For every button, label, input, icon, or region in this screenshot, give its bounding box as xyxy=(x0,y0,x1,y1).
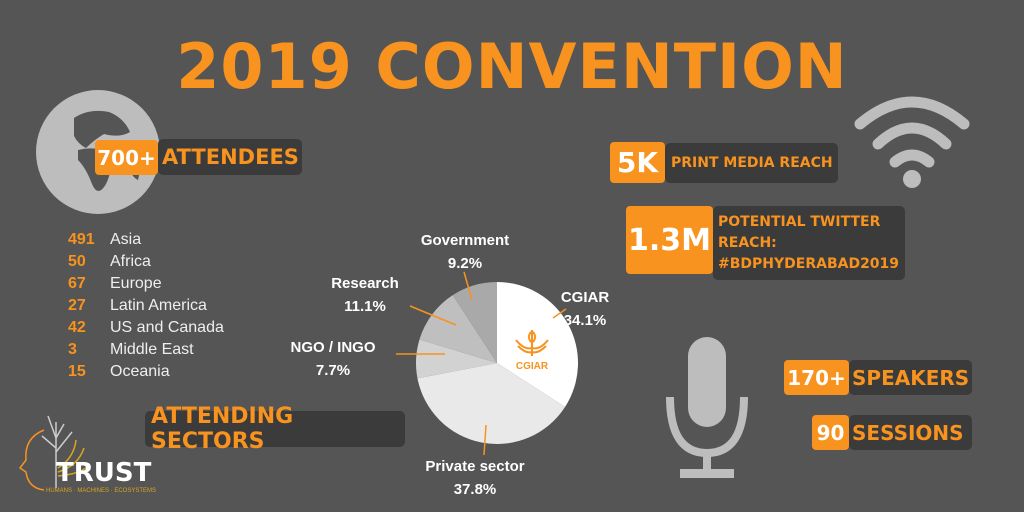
sessions-count: 90 xyxy=(812,415,849,450)
slice-label: Research xyxy=(331,275,399,292)
page-title: 2019 CONVENTION xyxy=(176,30,848,103)
twitter-reach-value: 1.3M xyxy=(626,206,713,274)
cgiar-wheat-icon xyxy=(515,330,549,356)
sessions-label: SESSIONS xyxy=(849,415,972,450)
region-name: Middle East xyxy=(110,341,194,358)
region-name: Europe xyxy=(110,275,162,292)
pie-slice-private-sector xyxy=(417,363,566,444)
print-media-value: 5K xyxy=(610,142,665,183)
pie-slice-cgiar xyxy=(497,282,578,407)
region-count: 491 xyxy=(68,231,95,248)
microphone-icon xyxy=(666,337,748,478)
region-count: 67 xyxy=(68,275,86,292)
slice-label: CGIAR xyxy=(560,289,610,306)
attendees-label: ATTENDEES xyxy=(158,139,302,175)
pie-leader-line xyxy=(409,305,457,326)
pie-label-ngo: NGO / INGO 7.7% xyxy=(268,336,398,382)
pie-label-research: Research 11.1% xyxy=(300,272,430,318)
region-row: 27 Latin America xyxy=(68,295,224,317)
slice-label: Private sector xyxy=(425,458,525,475)
slice-value: 37.8% xyxy=(453,481,497,498)
pie-slice-ngo-ingo xyxy=(416,339,497,379)
region-row: 3 Middle East xyxy=(68,339,224,361)
trust-logo-tagline: HUMANS · MACHINES · ECOSYSTEMS xyxy=(46,488,157,494)
slice-value: 9.2% xyxy=(447,255,483,272)
region-row: 67 Europe xyxy=(68,273,224,295)
region-name: Oceania xyxy=(110,363,170,380)
pie-label-cgiar: CGIAR 34.1% xyxy=(545,286,625,332)
slice-label: Government xyxy=(420,232,510,249)
pie-slice-government xyxy=(452,282,497,363)
region-name: Latin America xyxy=(110,297,207,314)
twitter-hashtag: #BDPHYDERABAD2019 xyxy=(718,255,900,272)
region-count: 27 xyxy=(68,297,86,314)
pie-leader-line xyxy=(483,424,487,456)
region-row: 50 Africa xyxy=(68,251,224,273)
twitter-label-line: POTENTIAL TWITTER xyxy=(718,213,881,230)
region-row: 15 Oceania xyxy=(68,361,224,383)
region-name: US and Canada xyxy=(110,319,224,336)
trust-logo-graphic xyxy=(18,415,89,491)
wifi-icon xyxy=(854,96,970,188)
region-name: Asia xyxy=(110,231,142,248)
print-media-label: PRINT MEDIA REACH xyxy=(665,143,838,183)
slice-value: 7.7% xyxy=(315,362,351,379)
speakers-label: SPEAKERS xyxy=(849,360,972,395)
region-row: 491 Asia xyxy=(68,229,224,251)
region-name: Africa xyxy=(110,253,151,270)
pie-slice-research xyxy=(419,295,497,363)
twitter-reach-label: POTENTIAL TWITTER REACH: #BDPHYDERABAD20… xyxy=(713,206,905,280)
trust-logo-text: TRUST xyxy=(56,458,152,488)
trust-logo: TRUST HUMANS · MACHINES · ECOSYSTEMS xyxy=(14,408,156,500)
region-list: 491 Asia 50 Africa 67 Europe 27 Latin America 42… xyxy=(68,229,224,383)
cgiar-logo: CGIAR xyxy=(512,328,552,372)
region-count: 50 xyxy=(68,253,86,270)
cgiar-logo-text: CGIAR xyxy=(515,361,549,372)
region-row: 42 US and Canada xyxy=(68,317,224,339)
pie-leader-line xyxy=(463,271,473,301)
pie-leader-line xyxy=(552,308,567,319)
region-count: 3 xyxy=(68,341,77,358)
slice-value: 34.1% xyxy=(563,312,607,329)
twitter-label-line: REACH: xyxy=(718,234,777,251)
pie-label-private: Private sector 37.8% xyxy=(400,455,550,501)
attendees-count: 700+ xyxy=(95,140,158,175)
region-count: 15 xyxy=(68,363,86,380)
pie-label-government: Government 9.2% xyxy=(395,229,535,275)
attending-sectors-label: ATTENDING SECTORS xyxy=(145,404,405,454)
slice-label: NGO / INGO xyxy=(290,339,376,356)
speakers-count: 170+ xyxy=(784,360,849,395)
region-count: 42 xyxy=(68,319,86,336)
slice-value: 11.1% xyxy=(344,298,386,315)
